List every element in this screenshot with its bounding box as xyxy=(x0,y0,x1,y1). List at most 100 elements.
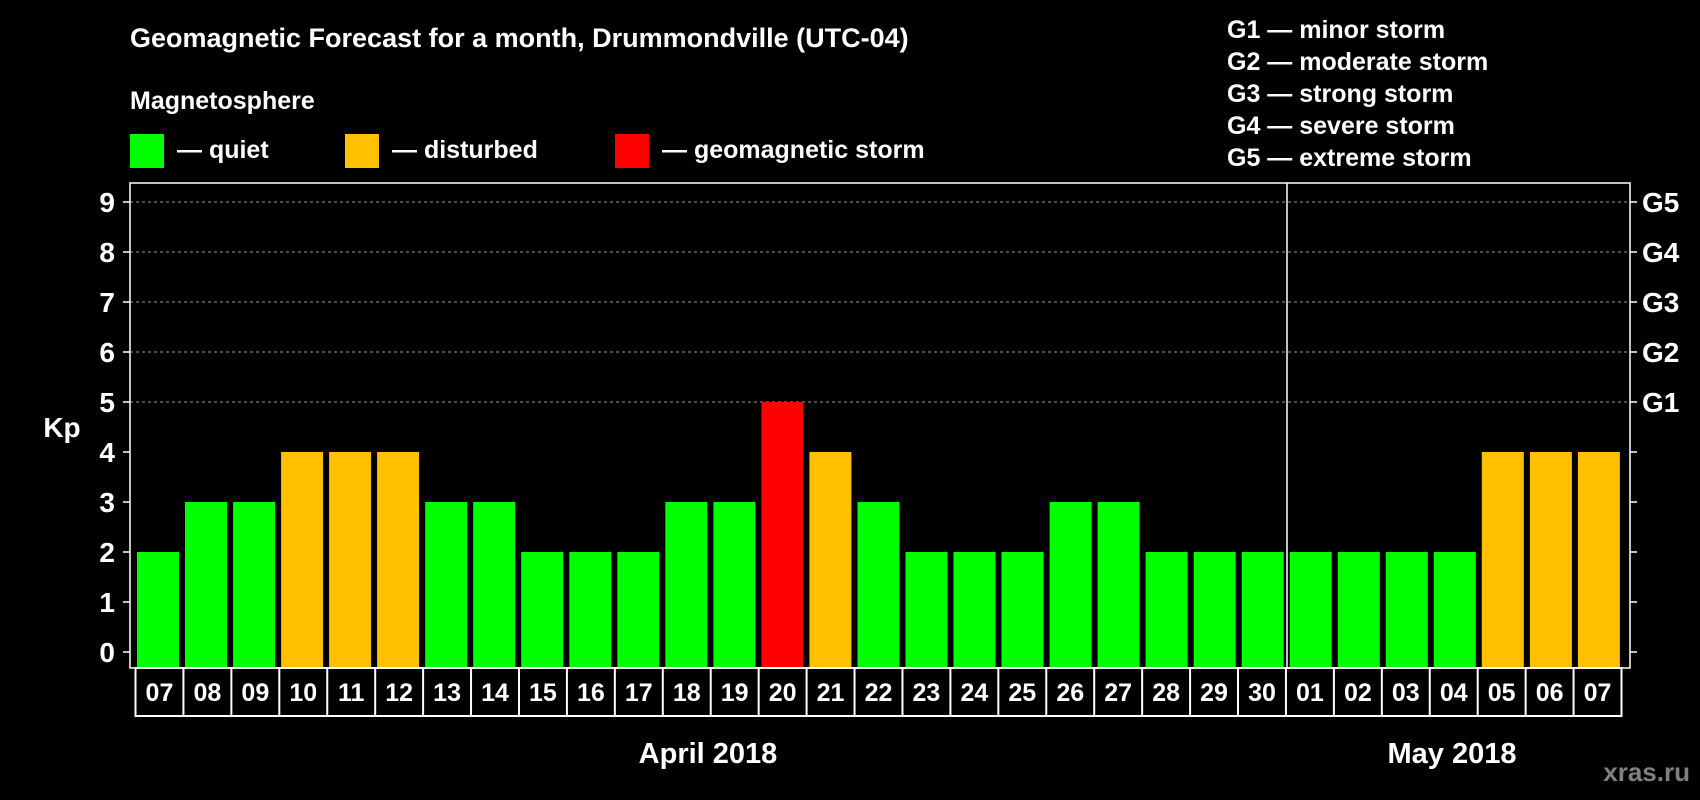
bar-0 xyxy=(137,552,179,668)
bar-24 xyxy=(1289,552,1332,668)
y-tick-label-3: 3 xyxy=(99,487,115,518)
bar-10 xyxy=(617,552,660,668)
bar-3 xyxy=(281,452,324,668)
date-label-17: 24 xyxy=(960,679,988,707)
storm-scale-item-4: G5 — extreme storm xyxy=(1227,144,1472,172)
grid xyxy=(130,201,1630,403)
date-label-28: 05 xyxy=(1488,679,1516,707)
date-label-16: 23 xyxy=(913,679,941,707)
g-label-G4: G4 xyxy=(1642,237,1680,268)
date-label-15: 22 xyxy=(865,679,893,707)
watermark: xras.ru xyxy=(1603,757,1690,787)
date-label-5: 12 xyxy=(385,679,413,707)
bar-9 xyxy=(569,552,612,668)
bars xyxy=(137,402,1620,668)
date-label-10: 17 xyxy=(625,679,653,707)
g-label-G2: G2 xyxy=(1642,337,1679,368)
g-label-G1: G1 xyxy=(1642,387,1679,418)
y-tick-label-7: 7 xyxy=(99,287,115,318)
storm-scale-item-0: G1 — minor storm xyxy=(1227,16,1445,44)
bar-11 xyxy=(665,502,708,668)
date-label-4: 11 xyxy=(338,679,365,707)
bar-16 xyxy=(905,552,948,668)
bar-30 xyxy=(1577,452,1620,668)
bar-21 xyxy=(1145,552,1188,668)
bar-12 xyxy=(713,502,756,668)
date-label-6: 13 xyxy=(433,679,461,707)
y-tick-label-2: 2 xyxy=(99,537,115,568)
date-label-27: 04 xyxy=(1440,679,1468,707)
date-label-23: 30 xyxy=(1248,679,1276,707)
legend-label-1: — disturbed xyxy=(392,136,538,164)
date-label-29: 06 xyxy=(1536,679,1564,707)
storm-scale-item-2: G3 — strong storm xyxy=(1227,80,1453,108)
legend: — quiet — disturbed — geomagnetic storm xyxy=(130,134,925,168)
bar-25 xyxy=(1337,552,1380,668)
bar-6 xyxy=(425,502,468,668)
date-label-11: 18 xyxy=(673,679,701,707)
storm-scale-item-1: G2 — moderate storm xyxy=(1227,48,1488,76)
date-label-25: 02 xyxy=(1344,679,1372,707)
month-label-may: May 2018 xyxy=(1388,738,1517,770)
plot-frame xyxy=(129,182,1631,669)
bar-20 xyxy=(1097,502,1140,668)
x-axis: 07 08 09 10 11 12 13 14 15 16 17 18 19 20 21 22 23 24 25 26… xyxy=(134,667,1623,717)
date-label-21: 28 xyxy=(1152,679,1180,707)
bar-22 xyxy=(1193,552,1236,668)
date-label-12: 19 xyxy=(721,679,749,707)
y-tick-label-8: 8 xyxy=(99,237,115,268)
legend-swatch-0 xyxy=(130,134,164,168)
y-tick-label-6: 6 xyxy=(99,337,115,368)
y-tick-label-1: 1 xyxy=(99,587,115,618)
storm-scale-legend: G1 — minor storm G2 — moderate storm G3 — … xyxy=(1227,16,1488,172)
date-label-13: 20 xyxy=(769,679,797,707)
date-label-7: 14 xyxy=(481,679,509,707)
bar-8 xyxy=(521,552,564,668)
date-label-2: 09 xyxy=(241,679,269,707)
bar-7 xyxy=(473,502,516,668)
bar-18 xyxy=(1001,552,1044,668)
y-axis-label: Kp xyxy=(43,412,80,443)
bar-23 xyxy=(1241,552,1284,668)
g-label-G5: G5 xyxy=(1642,187,1679,218)
date-label-26: 03 xyxy=(1392,679,1420,707)
bar-28 xyxy=(1481,452,1524,668)
legend-title: Magnetosphere xyxy=(130,87,315,115)
legend-swatch-2 xyxy=(615,134,649,168)
date-label-3: 10 xyxy=(289,679,317,707)
date-label-9: 16 xyxy=(577,679,605,707)
y-tick-label-4: 4 xyxy=(99,437,115,468)
date-label-0: 07 xyxy=(146,679,174,707)
legend-label-0: — quiet xyxy=(177,136,269,164)
bar-29 xyxy=(1529,452,1572,668)
date-label-8: 15 xyxy=(529,679,557,707)
y-tick-label-9: 9 xyxy=(99,187,115,218)
bar-1 xyxy=(185,502,227,668)
date-label-22: 29 xyxy=(1200,679,1228,707)
bar-5 xyxy=(377,452,420,668)
date-label-30: 07 xyxy=(1584,679,1612,707)
y-axis: 0 1 2 3 4 5 6 7 8 9 xyxy=(99,187,130,668)
legend-swatch-1 xyxy=(345,134,379,168)
bar-26 xyxy=(1385,552,1428,668)
storm-scale-item-3: G4 — severe storm xyxy=(1227,112,1455,140)
date-label-20: 27 xyxy=(1104,679,1132,707)
y-tick-label-0: 0 xyxy=(99,637,115,668)
chart-title: Geomagnetic Forecast for a month, Drummo… xyxy=(130,23,909,53)
bar-4 xyxy=(329,452,372,668)
bar-27 xyxy=(1433,552,1476,668)
bar-15 xyxy=(857,502,900,668)
date-label-14: 21 xyxy=(817,679,845,707)
date-label-18: 25 xyxy=(1008,679,1036,707)
date-label-24: 01 xyxy=(1296,679,1324,707)
legend-label-2: — geomagnetic storm xyxy=(662,136,925,164)
bar-13 xyxy=(761,402,804,668)
bar-19 xyxy=(1049,502,1092,668)
g-scale-axis: G1 G2 G3 G4 G5 xyxy=(1630,187,1680,653)
month-label-april: April 2018 xyxy=(639,738,778,770)
g-label-G3: G3 xyxy=(1642,287,1679,318)
y-tick-label-5: 5 xyxy=(99,387,115,418)
bar-2 xyxy=(233,502,276,668)
bar-17 xyxy=(953,552,996,668)
